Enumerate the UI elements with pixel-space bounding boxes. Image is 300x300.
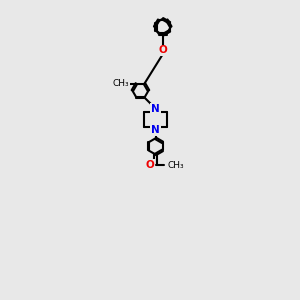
Text: O: O	[118, 79, 127, 88]
Text: N: N	[151, 125, 160, 135]
Text: CH₃: CH₃	[168, 160, 184, 169]
Text: N: N	[151, 103, 160, 114]
Text: O: O	[146, 160, 154, 170]
Text: O: O	[158, 45, 167, 56]
Text: CH₃: CH₃	[112, 79, 129, 88]
